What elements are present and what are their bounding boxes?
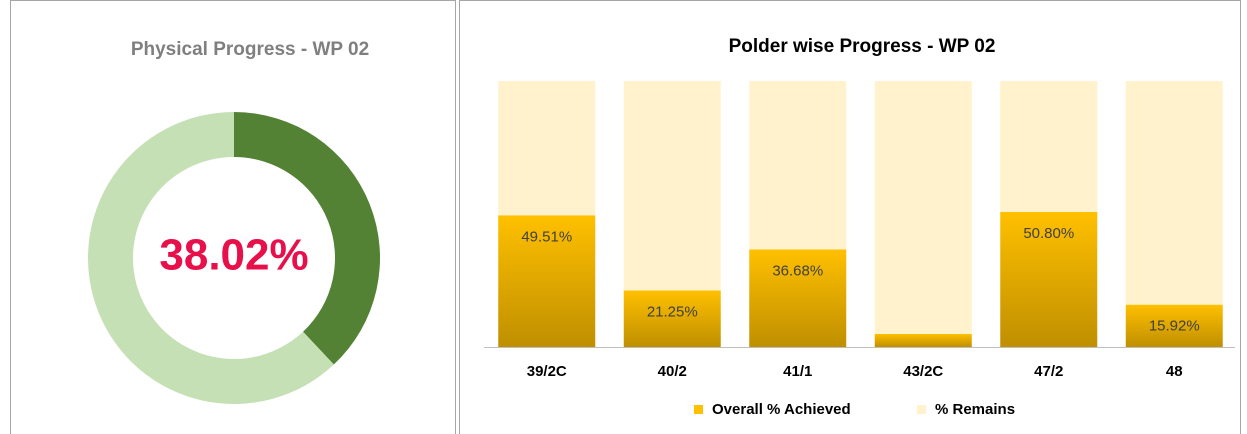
bar-segment bbox=[874, 81, 972, 334]
bar-segment bbox=[623, 81, 721, 291]
center-label: 38.02% bbox=[159, 231, 308, 280]
bar-title: Polder wise Progress - WP 02 bbox=[729, 36, 996, 57]
value-label: 21.25% bbox=[647, 303, 698, 320]
x-tick-label: 39/2C bbox=[527, 363, 567, 380]
x-tick-label: 40/2 bbox=[658, 363, 687, 380]
legend-swatch bbox=[917, 405, 926, 414]
x-tick-label: 48 bbox=[1166, 363, 1183, 380]
value-label: 50.80% bbox=[1023, 225, 1074, 242]
bar-segment bbox=[498, 215, 596, 347]
bar-segment bbox=[1000, 81, 1098, 212]
legend-swatch bbox=[694, 405, 703, 414]
bar-segment bbox=[498, 81, 596, 216]
value-label: 15.92% bbox=[1149, 318, 1200, 335]
legend-label: Overall % Achieved bbox=[712, 401, 851, 418]
bar-segment bbox=[749, 81, 847, 250]
bar-segment bbox=[874, 333, 972, 347]
x-tick-label: 41/1 bbox=[783, 363, 812, 380]
bar-segment bbox=[1125, 304, 1223, 347]
bar-segment bbox=[623, 290, 721, 347]
donut-segment bbox=[234, 112, 380, 365]
value-label: 36.68% bbox=[772, 262, 823, 279]
bar-segment bbox=[749, 249, 847, 347]
value-label: 49.51% bbox=[521, 228, 572, 245]
left-panel bbox=[10, 0, 456, 434]
donut-segment bbox=[88, 112, 334, 404]
x-tick-label: 47/2 bbox=[1034, 363, 1063, 380]
bar-segment bbox=[1000, 211, 1098, 347]
right-panel bbox=[459, 0, 1241, 434]
x-tick-label: 43/2C bbox=[903, 363, 943, 380]
legend-label: % Remains bbox=[935, 401, 1015, 418]
donut-title: Physical Progress - WP 02 bbox=[131, 39, 369, 60]
bar-segment bbox=[1125, 81, 1223, 305]
